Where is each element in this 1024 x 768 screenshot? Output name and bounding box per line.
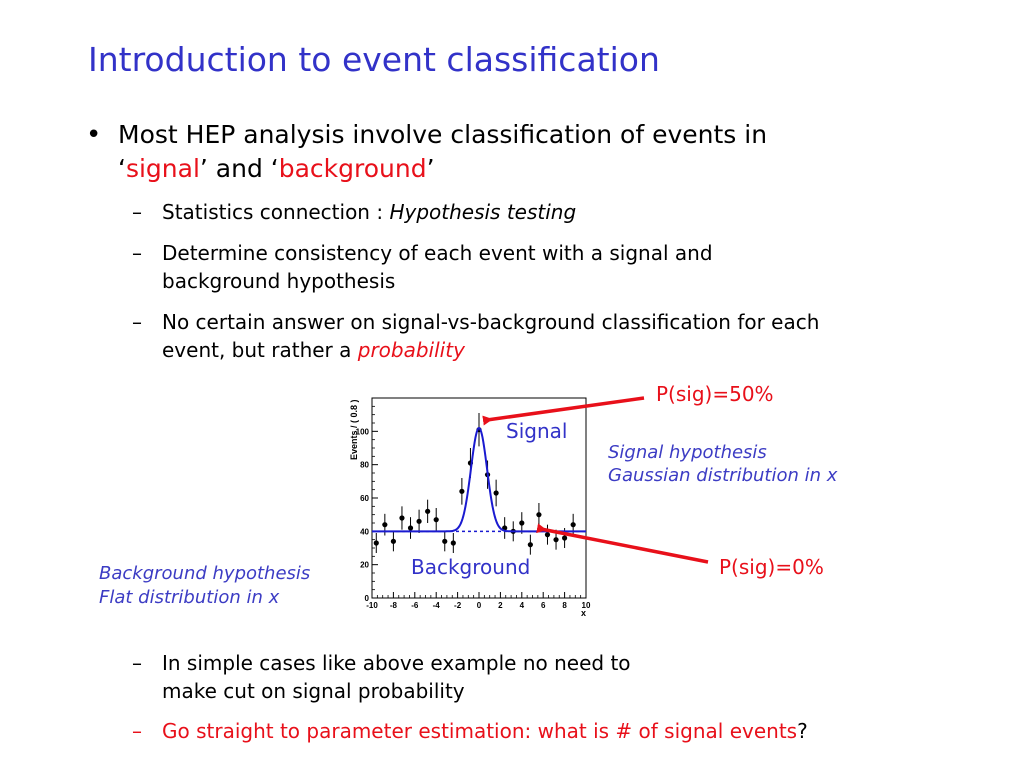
and-text: ’ and ‘ — [199, 154, 279, 183]
background-hypothesis-line-1: Background hypothesis — [99, 563, 311, 584]
sub-bullet-4-line-1: In simple cases like above example no ne… — [162, 651, 631, 675]
data-point — [553, 537, 559, 543]
x-axis-label: x — [581, 608, 586, 618]
sub-bullet-3-line-1: No certain answer on signal-vs-backgroun… — [162, 310, 820, 334]
arrow-to-tail — [536, 523, 709, 564]
bullet-line-1: Most HEP analysis involve classification… — [118, 120, 768, 149]
quote-close: ’ — [426, 154, 435, 183]
y-tick-label: 60 — [360, 494, 369, 503]
data-point — [459, 488, 465, 494]
data-point — [416, 518, 422, 524]
sub-bullet-2-line-2: background hypothesis — [162, 269, 396, 293]
sub-1-italic: Hypothesis testing — [389, 200, 577, 224]
data-point — [527, 542, 533, 548]
data-point — [493, 490, 499, 496]
sub-bullet-2-line-1: Determine consistency of each event with… — [162, 241, 713, 265]
x-tick-label: -10 — [366, 601, 378, 610]
data-point — [399, 515, 405, 521]
sub-3-text: event, but rather a — [162, 338, 358, 362]
data-point — [390, 538, 396, 544]
page-title: Introduction to event classification — [88, 40, 660, 79]
data-point — [570, 522, 576, 528]
sub-bullet-5: Go straight to parameter estimation: wha… — [162, 717, 808, 745]
data-point — [407, 525, 414, 531]
y-tick-label: 80 — [360, 461, 369, 470]
psig-0-label: P(sig)=0% — [719, 555, 824, 579]
dash-5: – — [132, 719, 142, 743]
sub-1-text: Statistics connection : — [162, 200, 390, 224]
data-point — [536, 512, 542, 518]
bullet-dot: • — [86, 120, 102, 150]
y-tick-label: 20 — [360, 561, 369, 570]
background-word: background — [278, 154, 427, 183]
x-tick-label: -4 — [433, 601, 441, 610]
arrow-to-peak — [482, 396, 645, 426]
x-tick-label: 8 — [562, 601, 567, 610]
data-point — [442, 538, 448, 544]
x-tick-label: 4 — [520, 601, 525, 610]
x-tick-label: -6 — [411, 601, 419, 610]
x-tick-label: 10 — [582, 601, 591, 610]
signal-hypothesis-line-1: Signal hypothesis — [608, 442, 767, 463]
y-tick-label: 100 — [356, 427, 370, 436]
data-point — [382, 522, 388, 528]
data-point — [544, 532, 551, 538]
sub-5-red-text: Go straight to parameter estimation: wha… — [162, 719, 798, 743]
x-tick-label: -8 — [390, 601, 398, 610]
signal-chart-label: Signal — [506, 419, 567, 443]
probability-word: probability — [357, 338, 465, 362]
sub-5-question: ? — [797, 719, 808, 743]
quote-open: ‘ — [118, 154, 126, 183]
data-point — [373, 540, 379, 546]
y-tick-label: 40 — [360, 527, 369, 536]
y-axis-label: Events / ( 0.8 ) — [349, 399, 359, 460]
signal-word: signal — [125, 154, 200, 183]
sub-bullet-3-line-2: event, but rather a probability — [162, 336, 465, 364]
dash-2: – — [132, 241, 142, 265]
x-tick-label: 0 — [477, 601, 482, 610]
dash-3: – — [132, 310, 142, 334]
data-point — [433, 517, 439, 523]
x-tick-label: -2 — [454, 601, 462, 610]
dash-1: – — [132, 200, 142, 224]
data-point — [450, 540, 456, 546]
psig-50-label: P(sig)=50% — [656, 382, 774, 406]
data-point — [562, 535, 568, 541]
sub-bullet-4-line-2: make cut on signal probability — [162, 679, 465, 703]
y-tick-label: 0 — [365, 594, 370, 603]
sub-bullet-1: Statistics connection : Hypothesis testi… — [162, 198, 576, 226]
x-tick-label: 2 — [498, 601, 503, 610]
data-point — [425, 508, 431, 514]
background-chart-label: Background — [411, 555, 530, 579]
x-tick-label: 6 — [541, 601, 546, 610]
chart-points — [373, 413, 576, 555]
bullet-line-2: ‘signal’ and ‘background’ — [118, 152, 435, 186]
dash-4: – — [132, 651, 142, 675]
background-hypothesis-line-2: Flat distribution in x — [99, 587, 280, 608]
signal-hypothesis-line-2: Gaussian distribution in x — [608, 465, 838, 486]
data-point — [519, 520, 525, 526]
